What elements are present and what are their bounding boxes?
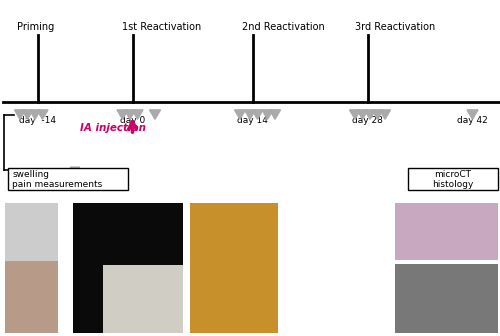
Text: 1st Reactivation: 1st Reactivation (122, 22, 202, 32)
Text: day 14: day 14 (237, 116, 268, 125)
Polygon shape (380, 110, 390, 119)
Bar (104, 265, 182, 333)
Polygon shape (117, 110, 128, 119)
Text: day 28: day 28 (352, 116, 383, 125)
Polygon shape (364, 110, 376, 119)
Text: day 0: day 0 (120, 116, 145, 125)
Text: 2nd Reactivation: 2nd Reactivation (242, 22, 325, 32)
Bar (190, 203, 278, 333)
Polygon shape (100, 177, 110, 185)
Polygon shape (252, 110, 263, 119)
Text: pain measurements: pain measurements (12, 180, 103, 189)
Text: IA injection: IA injection (80, 123, 146, 133)
Polygon shape (467, 110, 478, 119)
Polygon shape (132, 110, 143, 119)
Text: 3rd Reactivation: 3rd Reactivation (355, 22, 435, 32)
Polygon shape (150, 110, 160, 119)
Bar (8, 168, 128, 190)
Polygon shape (357, 110, 368, 119)
Polygon shape (30, 110, 40, 119)
Text: Priming: Priming (18, 22, 55, 32)
Polygon shape (22, 110, 33, 119)
Bar (395, 203, 498, 260)
Text: microCT: microCT (434, 170, 471, 179)
Polygon shape (70, 167, 80, 175)
Polygon shape (350, 110, 360, 119)
Polygon shape (234, 110, 246, 119)
Polygon shape (14, 110, 26, 119)
Text: swelling: swelling (12, 170, 50, 179)
Polygon shape (270, 110, 280, 119)
Bar (5, 261, 58, 333)
Text: histology: histology (432, 180, 473, 189)
Polygon shape (372, 110, 383, 119)
Polygon shape (37, 110, 48, 119)
Text: day  -14: day -14 (19, 116, 56, 125)
Bar (408, 168, 498, 190)
Bar (5, 203, 58, 261)
Bar (72, 203, 182, 333)
Polygon shape (124, 110, 136, 119)
Bar (395, 264, 498, 333)
Text: day 42: day 42 (457, 116, 488, 125)
Polygon shape (244, 110, 256, 119)
Polygon shape (262, 110, 273, 119)
